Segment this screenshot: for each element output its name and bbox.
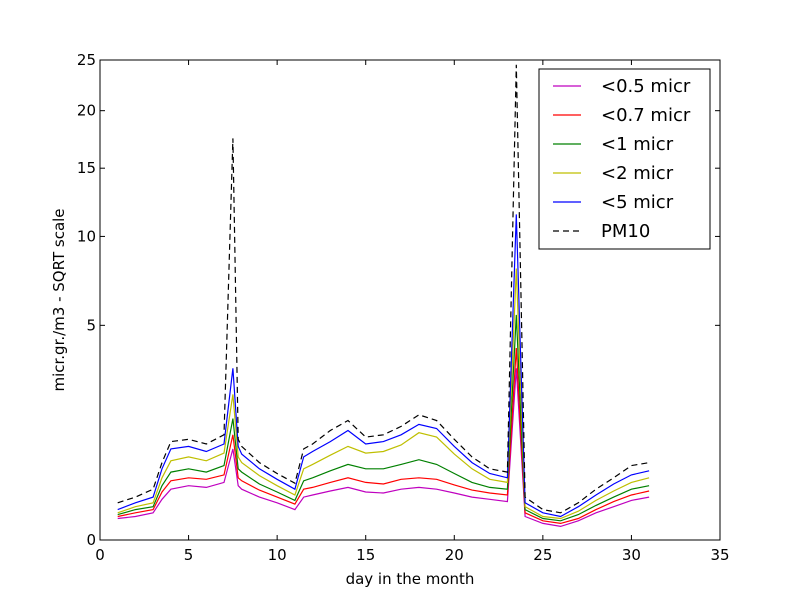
series-line-5	[117, 64, 650, 514]
series-line-3	[117, 268, 650, 520]
y-axis-label: micr.gr./m3 - SQRT scale	[50, 208, 68, 391]
y-tick-label-5: 25	[77, 51, 96, 69]
legend-label-1: <0.7 micr	[601, 105, 691, 126]
series-line-1	[117, 347, 650, 525]
x-tick-label-2: 10	[268, 546, 287, 564]
x-tick-label-5: 25	[533, 546, 552, 564]
legend-label-5: PM10	[601, 221, 650, 242]
x-tick-label-0: 0	[95, 546, 105, 564]
y-tick-label-0: 0	[86, 531, 96, 549]
legend-label-4: <5 micr	[601, 192, 674, 213]
x-tick-label-1: 5	[184, 546, 194, 564]
y-tick-label-4: 20	[77, 102, 96, 120]
series-line-2	[117, 314, 650, 522]
x-axis-label: day in the month	[346, 570, 475, 588]
legend: <0.5 micr <0.7 micr <1 micr <2 micr <5 micr P…	[538, 68, 711, 250]
series-line-0	[117, 368, 650, 528]
plot-frame	[99, 59, 721, 541]
y-tick-label-2: 10	[77, 227, 96, 245]
series-layer	[117, 64, 650, 528]
series-line-4	[117, 214, 650, 518]
legend-frame	[538, 68, 711, 250]
legend-label-2: <1 micr	[601, 134, 674, 155]
x-tick-label-6: 30	[622, 546, 641, 564]
ticks-layer: 0 5 10 15 20 25 30 35 0 5 10 15 20 25	[77, 51, 730, 564]
y-tick-label-1: 5	[86, 316, 96, 334]
legend-label-0: <0.5 micr	[601, 76, 691, 97]
x-tick-label-4: 20	[445, 546, 464, 564]
y-tick-label-3: 15	[77, 159, 96, 177]
legend-label-3: <2 micr	[601, 163, 674, 184]
x-tick-label-3: 15	[356, 546, 375, 564]
x-tick-label-7: 35	[710, 546, 729, 564]
